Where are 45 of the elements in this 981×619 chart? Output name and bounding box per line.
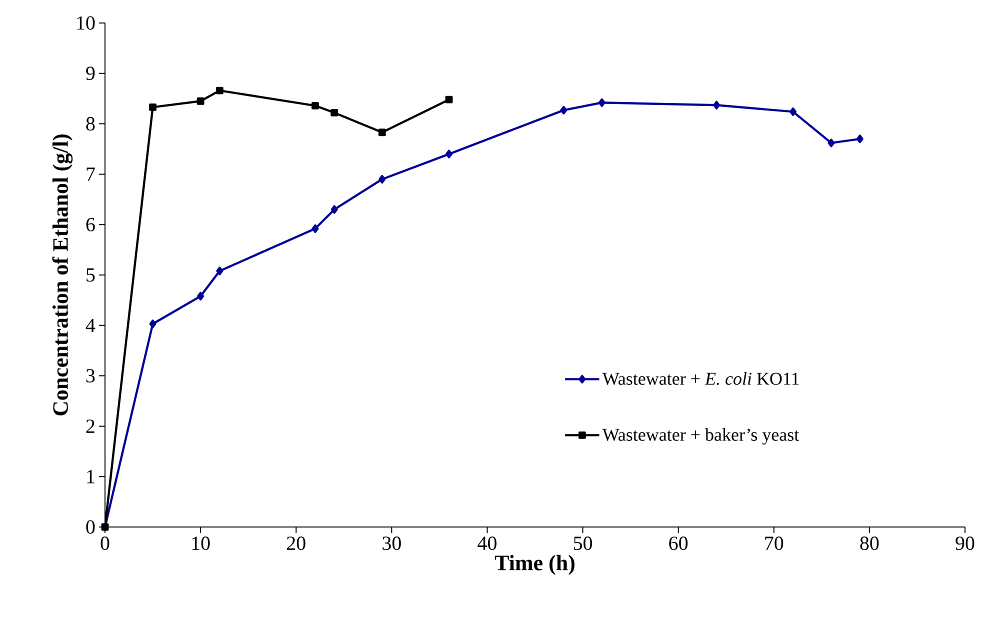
y-tick-label: 1 xyxy=(87,470,94,484)
point xyxy=(828,138,835,148)
point xyxy=(446,150,453,158)
point xyxy=(330,205,338,214)
legend-label: Wastewater + baker’s yeast xyxy=(602,428,800,445)
point xyxy=(713,100,720,110)
point xyxy=(445,96,453,104)
point xyxy=(378,128,386,136)
y-tick-label: 10 xyxy=(77,16,95,30)
y-tick-label: 9 xyxy=(86,66,95,80)
point xyxy=(378,174,386,184)
point xyxy=(312,224,319,233)
point xyxy=(790,107,797,116)
point xyxy=(312,102,319,110)
x-tick-label: 60 xyxy=(669,536,688,550)
point xyxy=(598,98,606,107)
x-tick-label: 0 xyxy=(100,536,110,550)
y-tick-label: 5 xyxy=(86,268,95,282)
x-tick-label: 80 xyxy=(860,536,879,550)
point xyxy=(216,266,224,276)
point xyxy=(196,97,204,105)
y-tick-label: 0 xyxy=(86,520,95,534)
legend-label: Wastewater + E. coli KO11 xyxy=(602,372,799,385)
x-axis-title: Time (h) xyxy=(494,554,574,575)
point xyxy=(149,320,156,328)
y-tick-label: 6 xyxy=(86,218,95,232)
x-tick-label: 70 xyxy=(765,536,784,550)
x-tick-label: 10 xyxy=(192,536,210,550)
y-tick-label: 7 xyxy=(86,168,95,181)
point xyxy=(149,103,156,111)
x-tick-label: 50 xyxy=(574,536,592,550)
y-tick-label: 4 xyxy=(86,318,96,332)
point xyxy=(216,86,224,94)
x-tick-label: 20 xyxy=(286,536,306,550)
point xyxy=(330,109,338,116)
x-tick-label: 30 xyxy=(382,536,401,550)
y-tick-label: 8 xyxy=(86,117,95,131)
y-tick-label: 2 xyxy=(86,420,94,433)
x-tick-label: 40 xyxy=(478,536,496,550)
y-tick-label: 3 xyxy=(86,369,95,383)
x-tick-label: 90 xyxy=(956,536,974,550)
point xyxy=(197,292,204,300)
point xyxy=(560,106,568,114)
y-axis-title: Concentration of Ethanol (g/l) xyxy=(52,134,73,416)
point xyxy=(856,134,864,144)
